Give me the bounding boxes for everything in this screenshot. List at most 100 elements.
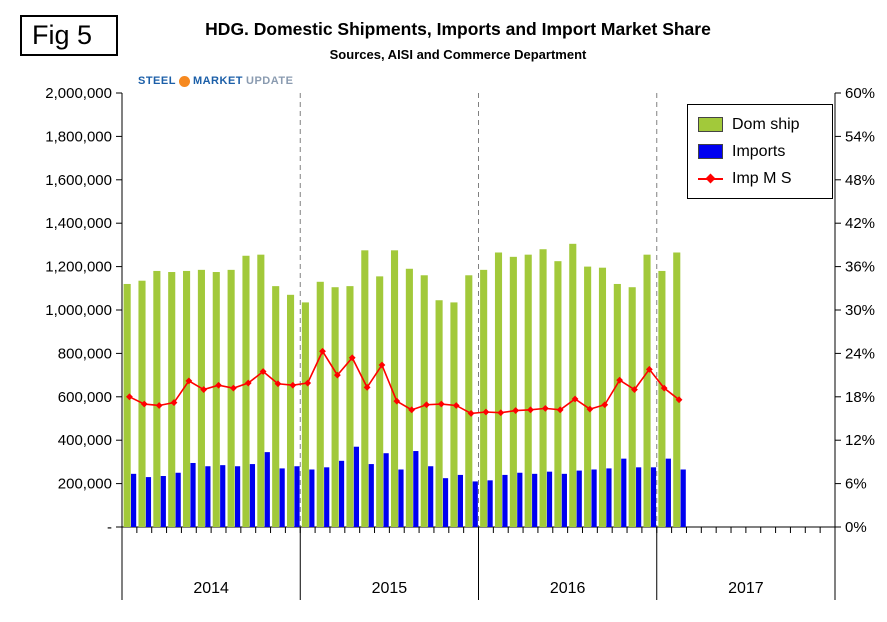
- imports-bar: [472, 481, 478, 527]
- dom-ship-swatch: [698, 117, 723, 132]
- dom-ship-bar: [480, 269, 488, 527]
- left-axis-label: 400,000: [58, 432, 112, 449]
- imports-bar: [309, 469, 315, 527]
- imp-ms-marker: [556, 406, 564, 414]
- dom-ship-bar: [524, 254, 532, 528]
- imports-bar: [591, 469, 597, 527]
- imp-ms-marker: [215, 381, 222, 389]
- imp-ms-marker: [512, 407, 520, 414]
- imp-ms-marker: [126, 393, 133, 401]
- left-axis-label: 200,000: [58, 476, 112, 493]
- dom-ship-bar: [643, 254, 651, 528]
- left-axis-label: 1,200,000: [45, 259, 112, 276]
- imports-bar: [561, 473, 567, 527]
- left-axis-label: 1,600,000: [45, 172, 112, 189]
- imp-ms-marker: [601, 401, 609, 409]
- dom-ship-bar: [331, 287, 339, 527]
- imp-ms-marker: [363, 383, 371, 391]
- imports-bar: [650, 467, 657, 527]
- dom-ship-bar: [242, 255, 250, 527]
- imp-ms-marker: [527, 406, 534, 414]
- imp-ms-marker: [408, 406, 416, 414]
- dom-ship-bar: [123, 283, 131, 527]
- legend-item-dom-ship: Dom ship: [698, 111, 832, 138]
- dom-ship-bar: [301, 302, 309, 527]
- imports-bar: [621, 458, 627, 527]
- chart-legend: Dom ship Imports Imp M S: [687, 104, 833, 199]
- left-axis-label: 600,000: [58, 389, 112, 406]
- imports-bar: [234, 466, 241, 527]
- dom-ship-bar: [227, 269, 235, 527]
- imports-bar: [636, 467, 642, 527]
- imports-bar: [264, 452, 270, 527]
- right-axis-label: 36%: [845, 259, 875, 276]
- right-axis-label: 24%: [845, 345, 875, 362]
- imp-ms-marker: [170, 399, 178, 406]
- imports-bar: [368, 464, 374, 527]
- imp-ms-marker: [185, 377, 193, 385]
- imp-ms-marker: [467, 410, 475, 417]
- imports-bar: [160, 476, 166, 527]
- imports-bar: [324, 467, 330, 527]
- right-axis-label: 12%: [845, 432, 875, 449]
- imp-ms-marker: [452, 402, 460, 409]
- dom-ship-bar: [197, 269, 205, 527]
- chart-subtitle: Sources, AISI and Commerce Department: [329, 47, 587, 62]
- imp-ms-marker: [482, 408, 490, 416]
- imp-ms-marker: [140, 400, 148, 408]
- imp-ms-marker: [155, 402, 163, 409]
- year-label: 2017: [728, 580, 764, 597]
- imports-bar: [131, 473, 137, 527]
- imports-bar: [576, 470, 582, 527]
- right-axis-label: 6%: [845, 476, 867, 493]
- dom-ship-bar: [554, 261, 562, 527]
- imp-ms-marker: [274, 380, 282, 388]
- imports-bar: [294, 466, 300, 527]
- imports-swatch: [698, 144, 723, 159]
- dom-ship-bar: [316, 281, 324, 527]
- right-axis-label: 0%: [845, 519, 867, 536]
- imports-bar: [428, 466, 434, 527]
- right-axis-label: 18%: [845, 389, 875, 406]
- imports-bar: [353, 446, 360, 527]
- imp-ms-marker: [230, 384, 237, 392]
- right-axis-label: 30%: [845, 302, 875, 319]
- dom-ship-bar: [494, 252, 503, 527]
- imports-bar: [517, 472, 523, 527]
- imports-bar: [338, 460, 345, 527]
- dom-ship-bar: [212, 272, 220, 527]
- imp-ms-marker: [289, 381, 297, 389]
- year-label: 2015: [372, 580, 408, 597]
- imp-ms-marker: [675, 396, 683, 404]
- right-axis-label: 54%: [845, 128, 875, 145]
- dom-ship-bar: [584, 266, 592, 527]
- dom-ship-bar: [539, 249, 547, 528]
- left-axis-label: -: [107, 519, 112, 536]
- right-axis-label: 48%: [845, 172, 875, 189]
- dom-ship-bar: [361, 250, 369, 527]
- left-axis-label: 2,000,000: [45, 85, 112, 102]
- logo-text-steel: STEEL: [138, 75, 176, 87]
- imports-bar: [398, 469, 404, 527]
- dom-ship-bar: [272, 286, 280, 527]
- imports-bar: [457, 474, 463, 527]
- dom-ship-bar: [673, 252, 681, 527]
- imports-bar: [145, 477, 152, 527]
- dom-ship-bar: [183, 270, 191, 527]
- legend-item-imports: Imports: [698, 138, 832, 165]
- year-label: 2016: [550, 580, 586, 597]
- imports-bar: [413, 451, 419, 527]
- imp-ms-marker: [333, 371, 341, 379]
- imp-ms-marker: [378, 361, 386, 369]
- dom-ship-bar: [286, 294, 295, 527]
- dom-ship-bar: [168, 272, 176, 527]
- imp-ms-marker: [437, 400, 445, 408]
- legend-label-imports: Imports: [732, 142, 786, 160]
- logo-circle-icon: [178, 75, 190, 87]
- dom-ship-bar: [346, 286, 354, 527]
- left-axis-label: 1,400,000: [45, 215, 112, 232]
- imp-ms-marker: [259, 368, 267, 375]
- dom-ship-bar: [598, 267, 607, 527]
- imp-ms-marker: [348, 354, 356, 362]
